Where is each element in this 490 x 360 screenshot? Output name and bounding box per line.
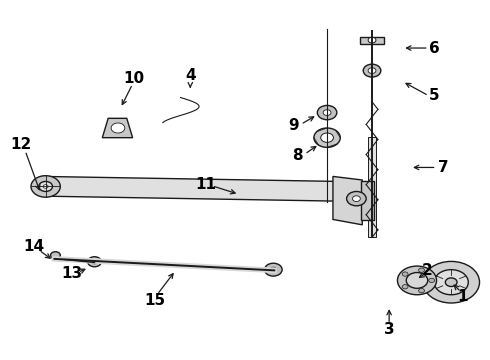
Circle shape xyxy=(318,105,337,120)
Text: 7: 7 xyxy=(438,160,448,175)
Circle shape xyxy=(92,260,98,264)
Bar xyxy=(361,181,373,220)
Circle shape xyxy=(368,68,376,73)
Circle shape xyxy=(31,176,60,197)
Circle shape xyxy=(314,128,340,147)
Bar xyxy=(360,37,384,44)
Polygon shape xyxy=(42,176,360,202)
Circle shape xyxy=(88,257,101,267)
Circle shape xyxy=(39,181,52,192)
Circle shape xyxy=(418,288,424,293)
Text: 15: 15 xyxy=(144,293,165,308)
Text: 1: 1 xyxy=(457,289,467,304)
Circle shape xyxy=(402,272,408,276)
Circle shape xyxy=(270,267,277,272)
Polygon shape xyxy=(102,118,133,138)
Text: 6: 6 xyxy=(429,41,440,55)
Circle shape xyxy=(418,268,424,272)
Circle shape xyxy=(265,263,282,276)
Text: 8: 8 xyxy=(293,148,303,163)
Circle shape xyxy=(346,192,366,206)
Circle shape xyxy=(50,252,60,259)
Text: 10: 10 xyxy=(123,71,144,86)
Circle shape xyxy=(423,261,480,303)
Circle shape xyxy=(368,37,376,43)
Text: 4: 4 xyxy=(185,68,196,83)
Text: 5: 5 xyxy=(429,88,440,103)
Polygon shape xyxy=(333,176,362,225)
Circle shape xyxy=(323,110,331,116)
Circle shape xyxy=(397,266,437,295)
Circle shape xyxy=(434,270,468,295)
Circle shape xyxy=(445,278,457,287)
Circle shape xyxy=(363,64,381,77)
Circle shape xyxy=(352,196,360,202)
Text: 9: 9 xyxy=(289,118,299,133)
Circle shape xyxy=(402,285,408,289)
Text: 14: 14 xyxy=(24,239,45,254)
Text: 11: 11 xyxy=(196,177,217,192)
Circle shape xyxy=(321,133,333,142)
Circle shape xyxy=(43,185,48,188)
Circle shape xyxy=(429,278,435,283)
Text: 12: 12 xyxy=(11,138,32,152)
Text: 3: 3 xyxy=(384,323,394,337)
Text: 2: 2 xyxy=(421,263,432,278)
Circle shape xyxy=(406,273,428,288)
Text: 13: 13 xyxy=(61,266,82,282)
Circle shape xyxy=(111,123,125,133)
Bar xyxy=(368,137,376,237)
